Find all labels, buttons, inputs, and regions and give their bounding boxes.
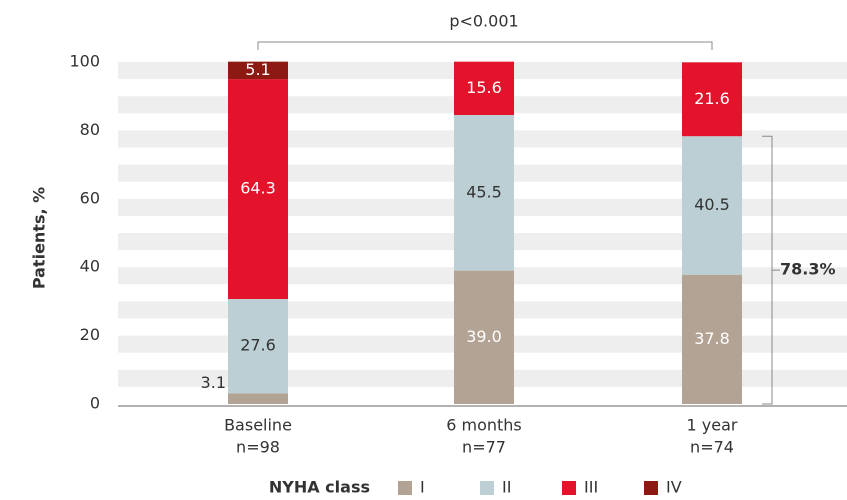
legend-title: NYHA class (269, 478, 370, 497)
value-label: 21.6 (694, 89, 730, 108)
p-bracket (257, 41, 713, 50)
bar-segment (454, 270, 514, 404)
value-label: 3.1 (201, 373, 226, 392)
value-label: 40.5 (694, 195, 730, 214)
bar-segment (228, 61, 288, 80)
y-tick-label: 60 (80, 188, 100, 207)
legend-label: I (420, 478, 425, 497)
bar-segment (228, 393, 288, 404)
value-label: 5.1 (245, 60, 270, 79)
value-label: 27.6 (240, 336, 276, 355)
x-tick-sublabel: n=77 (462, 438, 506, 457)
bar-segment (454, 61, 514, 116)
value-label: 37.8 (694, 329, 730, 348)
bracket (762, 135, 780, 405)
legend-label: III (584, 478, 598, 497)
p-value: p<0.001 (449, 12, 518, 31)
bar-segment (228, 299, 288, 394)
legend-swatch (644, 481, 658, 495)
x-tick-label: Baseline (224, 416, 292, 435)
x-tick-label: 6 months (446, 416, 522, 435)
bar-segment (228, 79, 288, 300)
x-tick-label: 1 year (687, 416, 738, 435)
legend-swatch (480, 481, 494, 495)
bar-segment (682, 136, 742, 275)
y-tick-label: 80 (80, 120, 100, 139)
legend-swatch (562, 481, 576, 495)
bar-segment (682, 62, 742, 137)
bracket-label: 78.3% (780, 260, 836, 279)
legend-label: II (502, 478, 511, 497)
y-tick-label: 0 (90, 394, 100, 413)
x-tick-sublabel: n=74 (690, 438, 734, 457)
value-label: 64.3 (240, 179, 276, 198)
y-tick-label: 100 (69, 52, 100, 71)
y-tick-label: 20 (80, 325, 100, 344)
y-tick-label: 40 (80, 257, 100, 276)
value-label: 15.6 (466, 78, 502, 97)
value-label: 45.5 (466, 182, 502, 201)
bar-segment (454, 115, 514, 271)
value-label: 39.0 (466, 327, 502, 346)
bar-segment (682, 274, 742, 404)
x-tick-sublabel: n=98 (236, 438, 280, 457)
legend-label: IV (666, 478, 682, 497)
y-axis-label: Patients, % (30, 187, 49, 289)
legend-swatch (398, 481, 412, 495)
